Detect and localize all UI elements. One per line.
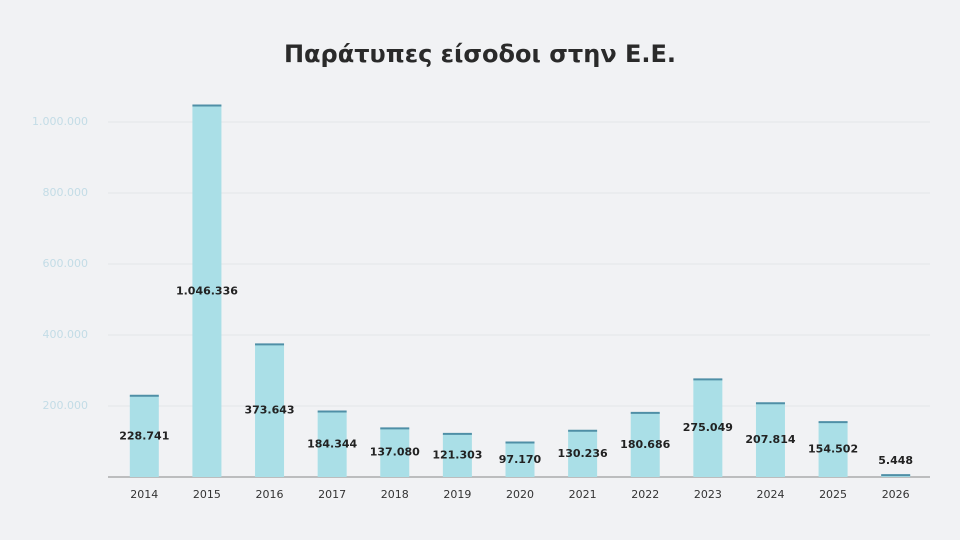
value-label: 121.303 — [432, 448, 482, 461]
value-label: 180.686 — [620, 438, 670, 451]
value-label: 228.741 — [119, 429, 169, 442]
bar — [755, 403, 785, 477]
x-tick-label: 2019 — [443, 488, 471, 501]
bar — [568, 430, 598, 477]
value-label: 137.080 — [370, 446, 420, 459]
x-tick-label: 2026 — [882, 488, 910, 501]
bar — [505, 442, 535, 477]
chart-title: Παράτυπες είσοδοι στην Ε.Ε. — [284, 40, 676, 68]
bar — [255, 344, 285, 477]
x-tick-label: 2022 — [631, 488, 659, 501]
value-label: 154.502 — [808, 443, 858, 456]
bar — [693, 379, 723, 477]
bar — [192, 105, 222, 477]
bar — [818, 422, 848, 477]
x-tick-label: 2015 — [193, 488, 221, 501]
x-tick-label: 2023 — [694, 488, 722, 501]
value-label: 373.643 — [244, 404, 294, 417]
bar — [630, 412, 660, 477]
x-tick-label: 2018 — [381, 488, 409, 501]
value-label: 275.049 — [683, 421, 733, 434]
x-tick-label: 2017 — [318, 488, 346, 501]
y-tick-label: 800.000 — [43, 186, 89, 199]
bar — [442, 433, 472, 477]
y-tick-label: 1.000.000 — [32, 115, 88, 128]
x-tick-label: 2025 — [819, 488, 847, 501]
y-tick-label: 600.000 — [43, 257, 89, 270]
value-label: 207.814 — [745, 433, 795, 446]
value-label: 184.344 — [307, 437, 357, 450]
x-tick-label: 2014 — [130, 488, 158, 501]
x-tick-label: 2024 — [756, 488, 784, 501]
y-tick-label: 200.000 — [43, 399, 89, 412]
y-tick-label: 400.000 — [43, 328, 89, 341]
value-label: 5.448 — [878, 454, 913, 467]
bar — [380, 428, 410, 477]
value-label: 97.170 — [499, 453, 542, 466]
value-label: 130.236 — [558, 447, 608, 460]
x-tick-label: 2016 — [256, 488, 284, 501]
bar — [317, 411, 347, 477]
x-tick-label: 2020 — [506, 488, 534, 501]
bar — [129, 395, 159, 477]
value-label: 1.046.336 — [176, 284, 238, 297]
x-tick-label: 2021 — [569, 488, 597, 501]
